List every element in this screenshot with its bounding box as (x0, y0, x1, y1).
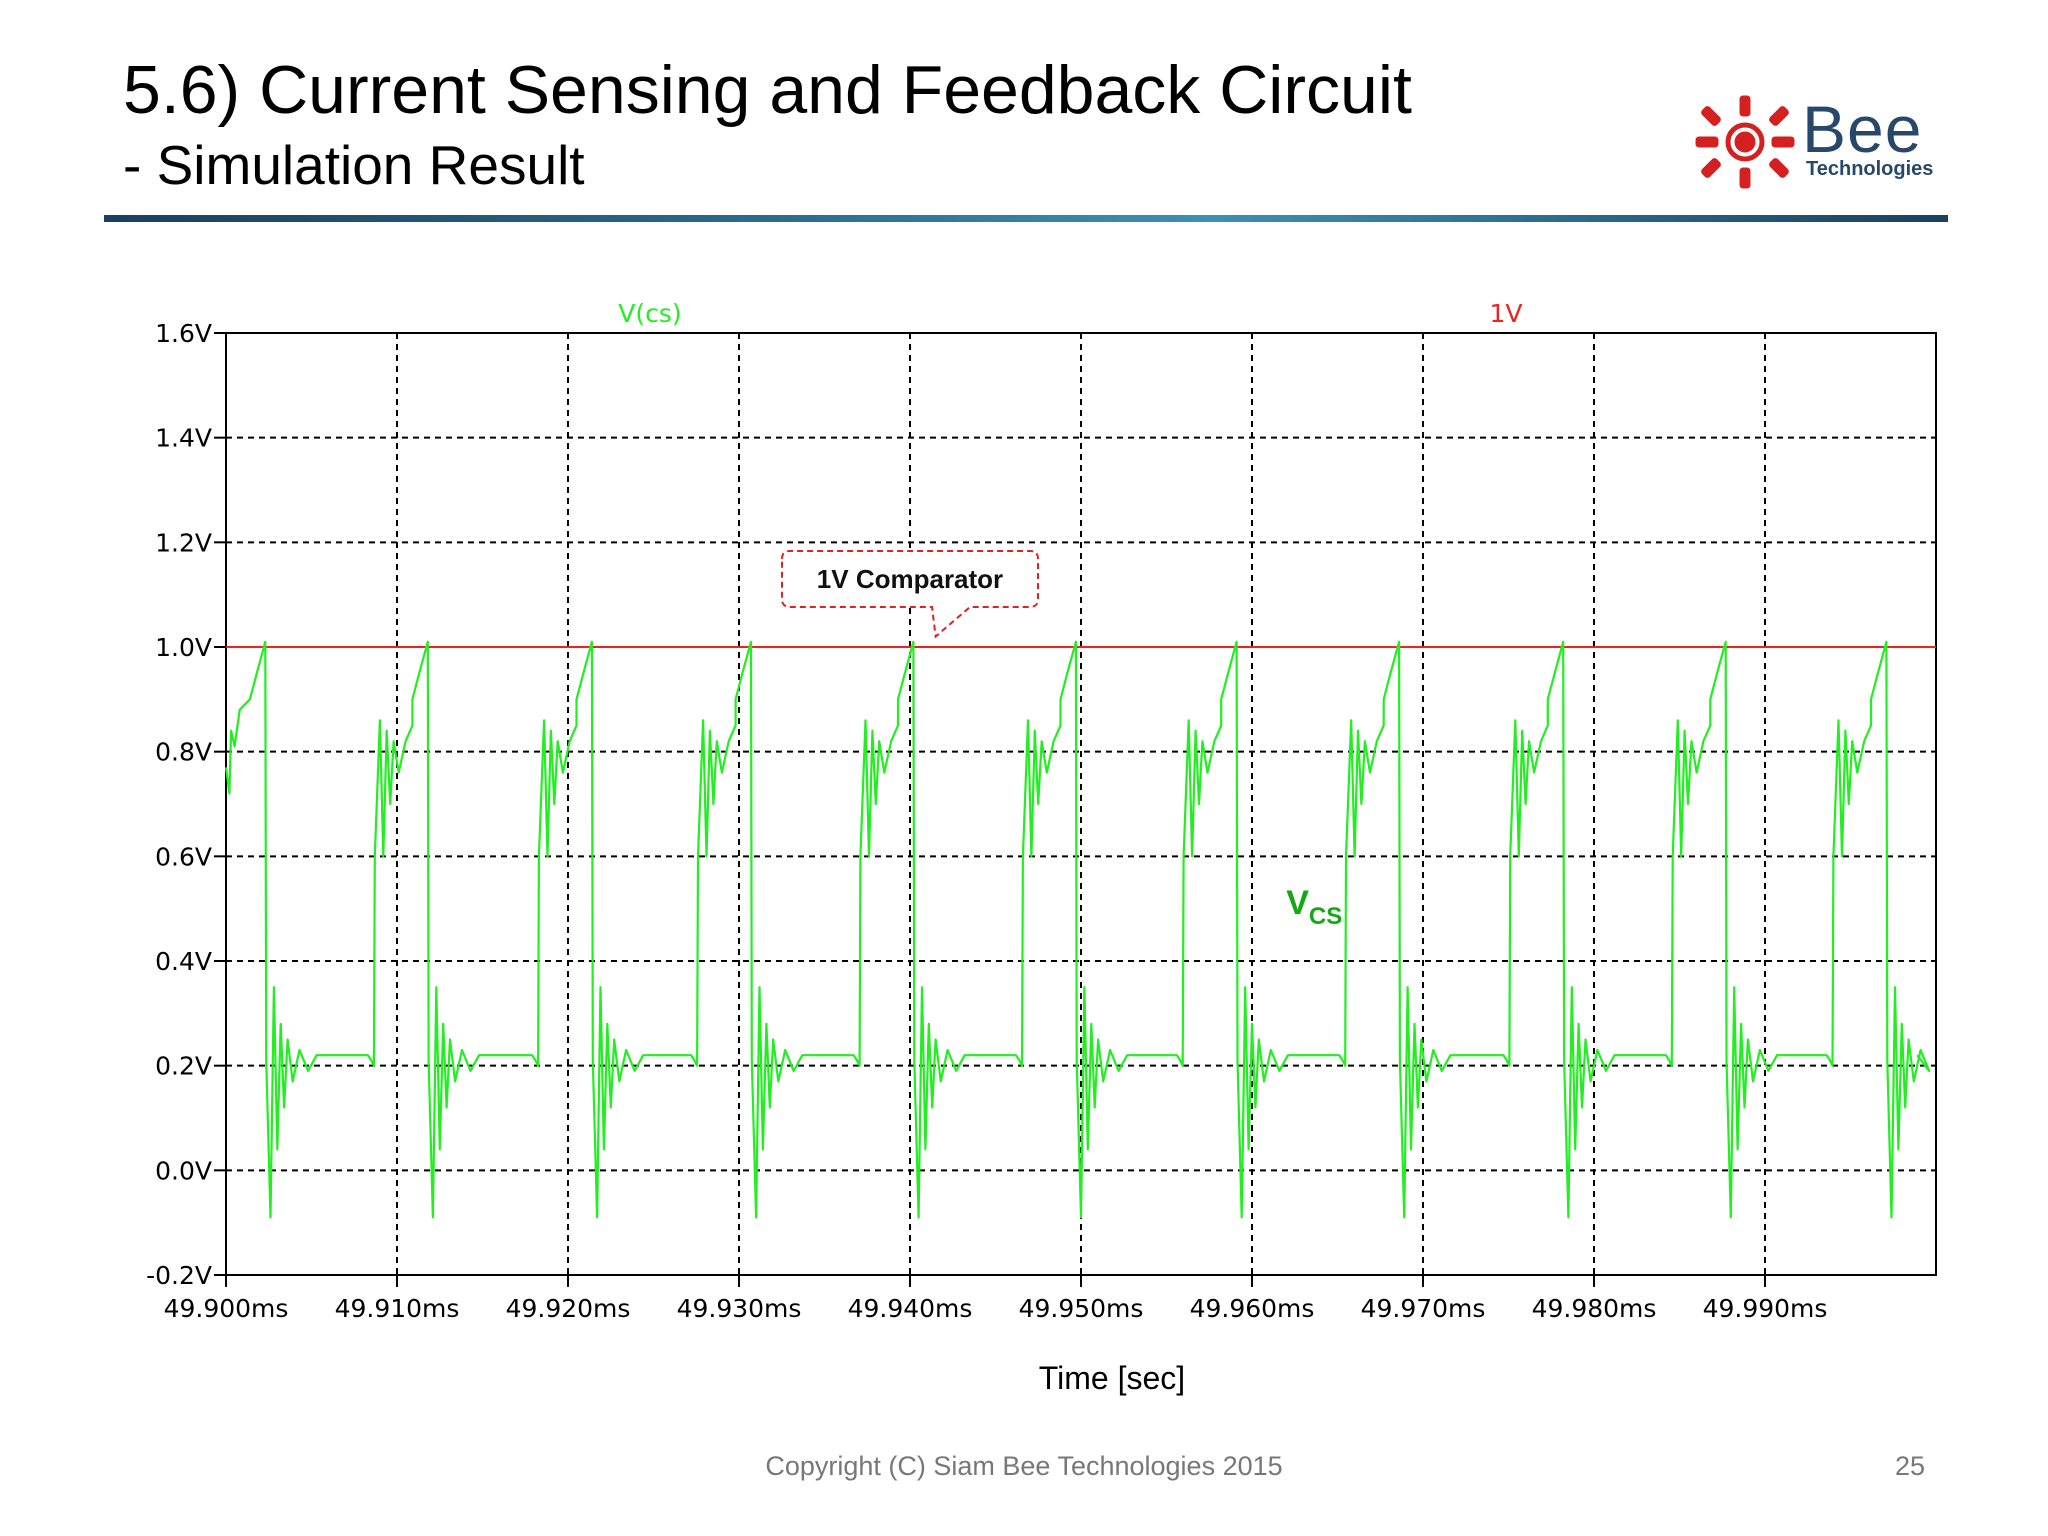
legend-vcs: V(cs) (618, 299, 681, 328)
x-tick-label: 49.990ms (1703, 1294, 1828, 1323)
y-tick-label: 0.4V (155, 947, 212, 976)
y-tick-label: 0.2V (155, 1052, 212, 1081)
y-tick-label: 1.4V (155, 424, 212, 453)
x-tick-label: 49.910ms (335, 1294, 460, 1323)
y-tick-label: 1.6V (155, 319, 212, 348)
logo-text: Bee (1802, 92, 1923, 166)
comparator-callout-box (781, 549, 1039, 639)
page-number: 25 (1894, 1451, 1925, 1481)
x-tick-label: 49.950ms (1019, 1294, 1144, 1323)
copyright-footer: Copyright (C) Siam Bee Technologies 2015 (765, 1451, 1283, 1481)
y-tick-label: -0.2V (146, 1261, 212, 1290)
y-tick-label: 0.0V (155, 1156, 212, 1185)
slide-title: 5.6) Current Sensing and Feedback Circui… (123, 52, 1412, 128)
vcs-annotation-label: VCS (1286, 884, 1342, 930)
x-tick-label: 49.900ms (164, 1294, 289, 1323)
y-tick-label: 0.8V (155, 738, 212, 767)
sunburst-logo-icon (1695, 95, 1795, 189)
x-axis-label: Time [sec] (1038, 1360, 1186, 1396)
x-tick-label: 49.980ms (1532, 1294, 1657, 1323)
slide-subtitle: - Simulation Result (123, 134, 585, 196)
x-tick-label: 49.940ms (848, 1294, 973, 1323)
x-tick-label: 49.960ms (1190, 1294, 1315, 1323)
vcs-annotation-subscript: CS (1309, 903, 1342, 930)
legend-1v: 1V (1489, 299, 1522, 328)
y-tick-label: 0.6V (155, 842, 212, 871)
vcs-trace (224, 640, 1931, 1219)
y-tick-label: 1.2V (155, 528, 212, 557)
x-tick-label: 49.930ms (677, 1294, 802, 1323)
x-tick-label: 49.920ms (506, 1294, 631, 1323)
logo-subtext: Technologies (1806, 158, 1934, 180)
comparator-callout-label: 1V Comparator (817, 564, 1003, 594)
bee-technologies-logo: Bee Technologies (1690, 92, 1950, 192)
header-divider (104, 215, 1948, 222)
y-tick-label: 1.0V (155, 633, 212, 662)
x-tick-label: 49.970ms (1361, 1294, 1486, 1323)
